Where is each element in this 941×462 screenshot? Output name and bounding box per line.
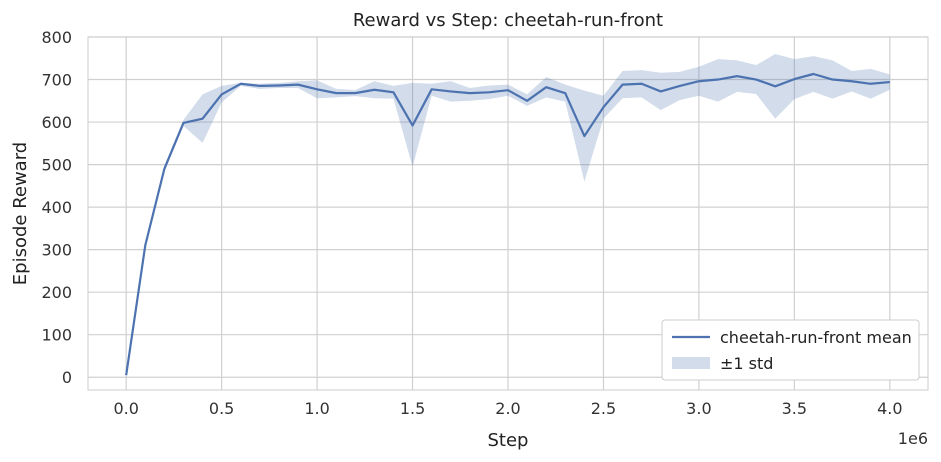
y-tick-labels: 0 100 200 300 400 500 600 700 800 — [41, 28, 72, 387]
legend-label-mean: cheetah-run-front mean — [720, 328, 912, 347]
legend-label-std: ±1 std — [720, 354, 773, 373]
std-band — [126, 54, 890, 377]
x-tick-label: 2.5 — [591, 399, 616, 418]
x-tick-label: 3.5 — [782, 399, 807, 418]
y-tick-label: 500 — [41, 156, 72, 175]
y-tick-label: 300 — [41, 241, 72, 260]
x-tick-label: 1.0 — [304, 399, 329, 418]
x-tick-labels: 0.0 0.5 1.0 1.5 2.0 2.5 3.0 3.5 4.0 — [113, 399, 902, 418]
chart-title: Reward vs Step: cheetah-run-front — [353, 10, 663, 31]
y-axis-label: Episode Reward — [10, 142, 31, 285]
y-tick-label: 0 — [62, 368, 72, 387]
legend-box — [661, 319, 920, 381]
x-tick-label: 0.0 — [113, 399, 138, 418]
legend: cheetah-run-front mean ±1 std — [661, 319, 920, 381]
x-tick-label: 1.5 — [400, 399, 425, 418]
y-tick-label: 100 — [41, 326, 72, 345]
x-tick-label: 3.0 — [686, 399, 711, 418]
y-tick-label: 400 — [41, 198, 72, 217]
x-tick-label: 0.5 — [209, 399, 234, 418]
y-tick-label: 700 — [41, 71, 72, 90]
legend-band-swatch — [672, 357, 710, 369]
y-tick-label: 800 — [41, 28, 72, 47]
x-tick-label: 4.0 — [877, 399, 902, 418]
x-tick-label: 2.0 — [495, 399, 520, 418]
x-axis-label: Step — [488, 430, 529, 451]
x-offset-label: 1e6 — [898, 429, 928, 448]
plot-frame — [87, 36, 929, 391]
y-tick-label: 200 — [41, 283, 72, 302]
y-tick-label: 600 — [41, 113, 72, 132]
mean-line — [125, 72, 890, 376]
